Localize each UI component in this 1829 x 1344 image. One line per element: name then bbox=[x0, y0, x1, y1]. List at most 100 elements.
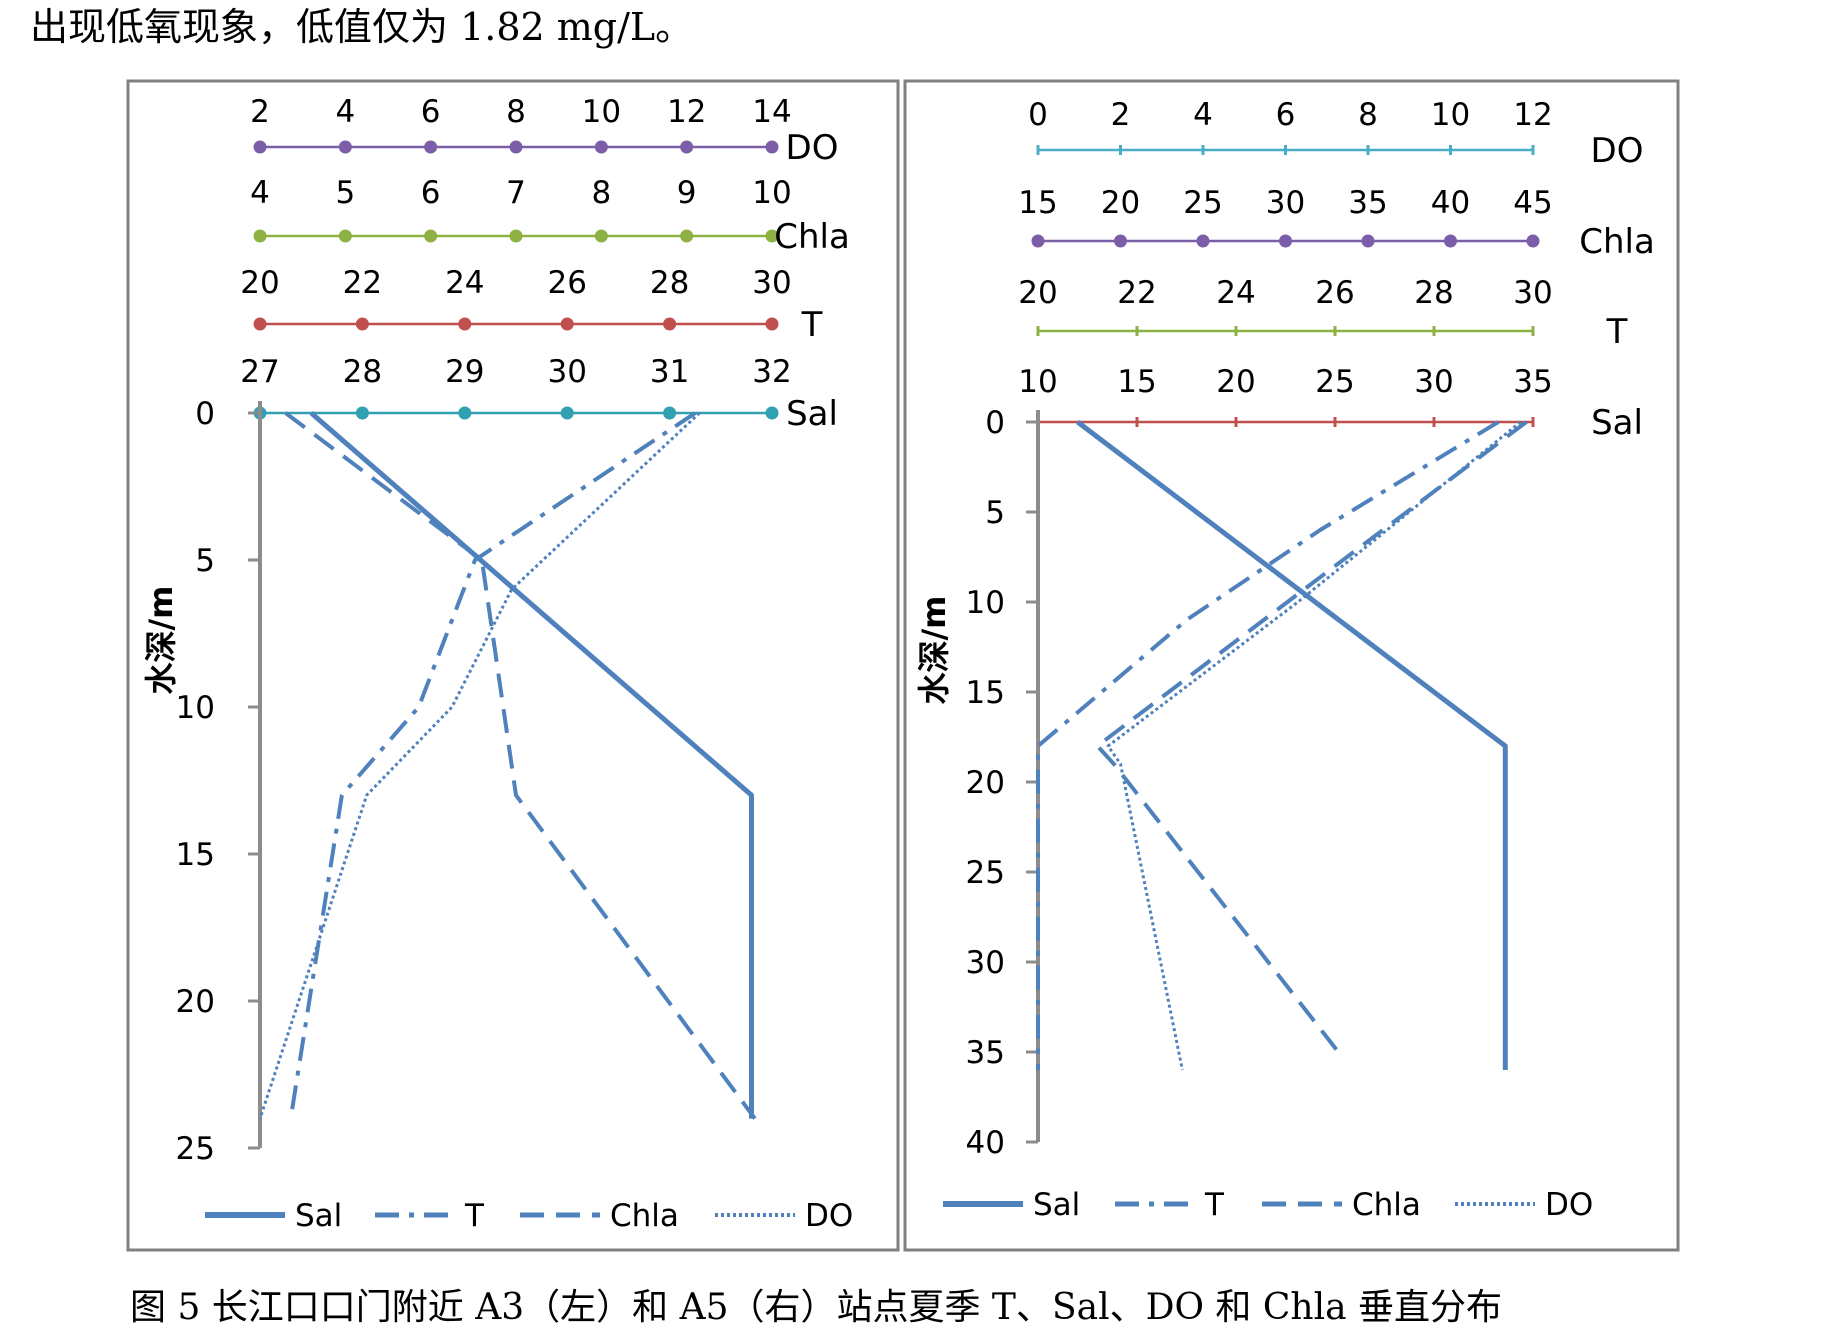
top-axis-tick-label: 12 bbox=[1513, 97, 1552, 133]
depth-axis-tick-label: 35 bbox=[966, 1035, 1005, 1071]
top-axis-marker bbox=[338, 140, 352, 154]
top-axis-tick-label: 2 bbox=[250, 94, 270, 130]
top-axis-marker bbox=[765, 317, 779, 331]
series-line-t bbox=[1036, 420, 1500, 1070]
depth-axis-tick-label: 15 bbox=[176, 837, 215, 873]
top-axis-tick-label: 10 bbox=[752, 175, 791, 211]
depth-axis-tick-label: 0 bbox=[985, 405, 1005, 441]
top-axis-tick-label: 22 bbox=[1117, 275, 1156, 311]
top-axis-tick-label: 20 bbox=[1216, 364, 1255, 400]
top-axis-tick-label: 9 bbox=[677, 175, 697, 211]
depth-axis-tick-label: 25 bbox=[176, 1131, 215, 1167]
top-axis-marker bbox=[1444, 234, 1457, 248]
top-axis-tick-label: 20 bbox=[1101, 185, 1140, 221]
top-axis-tick-label: 26 bbox=[1315, 275, 1354, 311]
top-axis-name: T bbox=[1606, 312, 1628, 352]
depth-axis-tick-label: 20 bbox=[176, 984, 215, 1020]
top-axis-tick-label: 27 bbox=[240, 354, 279, 390]
top-axis-tick-label: 25 bbox=[1183, 185, 1222, 221]
depth-axis-tick-label: 15 bbox=[966, 675, 1005, 711]
series-line-do bbox=[1106, 420, 1522, 1071]
top-axis-tick-label: 28 bbox=[343, 354, 382, 390]
legend-label: DO bbox=[1545, 1187, 1593, 1223]
legend-label: T bbox=[464, 1198, 485, 1234]
top-axis-marker bbox=[765, 140, 779, 154]
top-axis-marker bbox=[560, 317, 574, 331]
top-axis-tick-label: 4 bbox=[250, 175, 270, 211]
top-axis-tick-label: 10 bbox=[1018, 364, 1057, 400]
top-axis-marker bbox=[355, 406, 369, 420]
top-axis-marker bbox=[253, 229, 267, 243]
legend-label: Sal bbox=[295, 1198, 342, 1234]
top-axis-marker bbox=[458, 406, 472, 420]
top-axis-tick-label: 30 bbox=[1266, 185, 1305, 221]
top-axis-marker bbox=[1526, 234, 1540, 248]
top-axis-marker bbox=[1279, 234, 1292, 248]
top-axis-marker bbox=[765, 229, 779, 243]
top-axis-tick-label: 35 bbox=[1513, 364, 1552, 400]
top-axis-marker bbox=[338, 229, 352, 243]
top-axis-tick-label: 20 bbox=[1018, 275, 1057, 311]
top-axis-tick-label: 5 bbox=[335, 175, 355, 211]
top-axis-tick-label: 8 bbox=[1358, 97, 1378, 133]
top-axis-name: T bbox=[801, 305, 823, 345]
top-axis-name: Sal bbox=[786, 394, 838, 434]
top-axis-name: DO bbox=[786, 128, 839, 168]
top-axis-tick-label: 32 bbox=[752, 354, 791, 390]
top-axis-tick-label: 6 bbox=[1276, 97, 1296, 133]
top-axis-tick-label: 45 bbox=[1513, 185, 1552, 221]
top-axis-name: Sal bbox=[1591, 403, 1643, 443]
top-axis-tick-label: 24 bbox=[445, 265, 484, 301]
top-axis-tick-label: 31 bbox=[650, 354, 689, 390]
depth-axis-tick-label: 20 bbox=[966, 765, 1005, 801]
top-axis-marker bbox=[424, 229, 438, 243]
series-line-t bbox=[288, 411, 697, 1119]
top-axis-tick-label: 25 bbox=[1315, 364, 1354, 400]
legend-label: Chla bbox=[610, 1198, 679, 1234]
top-axis-marker bbox=[594, 140, 608, 154]
depth-axis-tick-label: 40 bbox=[966, 1125, 1005, 1161]
depth-axis-title: 水深/m bbox=[915, 595, 953, 704]
depth-axis-title: 水深/m bbox=[142, 585, 180, 694]
top-axis-marker bbox=[1114, 234, 1127, 248]
top-axis-marker bbox=[509, 229, 523, 243]
series-line-do bbox=[258, 411, 701, 1120]
top-axis-tick-label: 12 bbox=[667, 94, 706, 130]
top-axis-tick-label: 15 bbox=[1018, 185, 1057, 221]
top-axis-tick-label: 6 bbox=[421, 175, 441, 211]
top-axis-tick-label: 30 bbox=[547, 354, 586, 390]
top-axis-tick-label: 7 bbox=[506, 175, 526, 211]
top-axis-marker bbox=[1361, 234, 1375, 248]
depth-axis-tick-label: 10 bbox=[966, 585, 1005, 621]
top-axis-tick-label: 28 bbox=[650, 265, 689, 301]
top-axis-marker bbox=[424, 140, 438, 154]
top-axis-tick-label: 4 bbox=[335, 94, 355, 130]
top-axis-marker bbox=[560, 406, 574, 420]
top-axis-tick-label: 15 bbox=[1117, 364, 1156, 400]
top-axis-tick-label: 8 bbox=[506, 94, 526, 130]
top-axis-marker bbox=[355, 317, 369, 331]
top-axis-tick-label: 2 bbox=[1111, 97, 1131, 133]
top-axis-tick-label: 40 bbox=[1431, 185, 1470, 221]
top-axis-tick-label: 29 bbox=[445, 354, 484, 390]
depth-axis-tick-label: 30 bbox=[966, 945, 1005, 981]
top-axis-marker bbox=[509, 140, 523, 154]
top-axis-marker bbox=[680, 229, 694, 243]
depth-axis-tick-label: 5 bbox=[195, 543, 215, 579]
top-axis-marker bbox=[765, 406, 779, 420]
top-axis-marker bbox=[253, 140, 267, 154]
legend-label: Chla bbox=[1352, 1187, 1421, 1223]
panel-left-frame bbox=[126, 79, 900, 1252]
legend-label: T bbox=[1204, 1187, 1225, 1223]
top-axis-tick-label: 22 bbox=[343, 265, 382, 301]
top-axis-tick-label: 20 bbox=[240, 265, 279, 301]
top-axis-tick-label: 14 bbox=[752, 94, 791, 130]
top-axis-tick-label: 0 bbox=[1028, 97, 1048, 133]
top-axis-tick-label: 26 bbox=[547, 265, 586, 301]
depth-axis-tick-label: 10 bbox=[176, 690, 215, 726]
top-axis-name: DO bbox=[1591, 131, 1644, 171]
top-axis-marker bbox=[458, 317, 472, 331]
top-axis-tick-label: 6 bbox=[421, 94, 441, 130]
